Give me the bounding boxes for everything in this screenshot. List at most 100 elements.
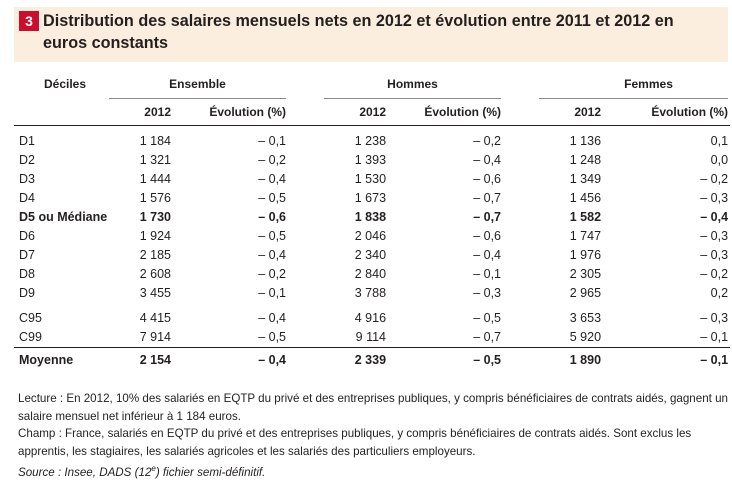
row-label: D1 <box>19 134 35 148</box>
col-header-2012: 2012 <box>574 105 602 119</box>
column-spacer <box>286 170 324 189</box>
column-spacer <box>728 328 730 348</box>
table-row: D2 1 321 – 0,2 1 393 – 0,4 1 248 0,0 <box>14 151 730 170</box>
table-cell: 1 576 <box>139 191 171 205</box>
table-cell: 2 965 <box>569 286 602 300</box>
column-spacer <box>501 208 539 227</box>
table-cell: 1 349 <box>569 172 602 186</box>
table-cell: 2 046 <box>354 229 387 243</box>
row-label: D5 ou Médiane <box>19 210 108 224</box>
table-cell: 2 340 <box>354 248 387 262</box>
column-spacer <box>501 284 539 303</box>
row-header-deciles: Déciles <box>44 77 87 91</box>
column-spacer <box>286 189 324 208</box>
table-cell: – 0,3 <box>700 311 729 325</box>
column-spacer <box>501 189 539 208</box>
table-cell: – 0,6 <box>473 172 502 186</box>
table-cell: 2 608 <box>139 267 171 281</box>
row-label: D4 <box>19 191 35 205</box>
row-label: D8 <box>19 267 35 281</box>
column-spacer <box>286 328 324 348</box>
table-cell: – 0,1 <box>601 347 729 372</box>
table-cell: – 0,4 <box>700 210 729 224</box>
table-cell: 1 321 <box>139 153 171 167</box>
table-cell: 1 184 <box>139 134 171 148</box>
table-cell: 1 248 <box>569 153 602 167</box>
salary-distribution-table: Déciles Ensemble Hommes Femmes 2012 Évol… <box>14 70 731 372</box>
table-cell: 0,0 <box>710 153 729 167</box>
column-spacer <box>286 151 324 170</box>
table-cell: – 0,2 <box>473 134 502 148</box>
table-cell: – 0,3 <box>700 229 729 243</box>
column-spacer <box>728 303 730 328</box>
table-cell: – 0,2 <box>700 172 729 186</box>
table-cell: 2 339 <box>324 347 387 372</box>
row-label: D7 <box>19 248 35 262</box>
table-cell: – 0,2 <box>258 153 287 167</box>
column-spacer <box>286 208 324 227</box>
table-row: D6 1 924 – 0,5 2 046 – 0,6 1 747 – 0,3 <box>14 227 730 246</box>
table-cell: 1 673 <box>354 191 387 205</box>
table-cell: – 0,7 <box>473 330 502 344</box>
column-spacer <box>728 126 730 152</box>
table-cell: – 0,5 <box>258 229 287 243</box>
row-label: C99 <box>19 330 42 344</box>
table-cell: – 0,3 <box>700 191 729 205</box>
table-row: D5 ou Médiane 1 730 – 0,6 1 838 – 0,7 1 582 – … <box>14 208 730 227</box>
table-cell: 1 924 <box>139 229 171 243</box>
note-champ: Champ : France, salariés en EQTP du priv… <box>18 427 692 458</box>
table-cell: – 0,4 <box>258 172 287 186</box>
column-spacer <box>728 227 730 246</box>
figure-number-badge: 3 <box>19 11 39 31</box>
col-header-2012: 2012 <box>359 105 387 119</box>
table-cell: – 0,5 <box>386 347 502 372</box>
table-cell: 2 305 <box>569 267 602 281</box>
column-spacer <box>501 227 539 246</box>
row-label: Moyenne <box>14 347 109 372</box>
column-spacer <box>501 246 539 265</box>
note-lecture: Lecture : En 2012, 10% des salariés en E… <box>18 392 728 423</box>
table-row: C95 4 415 – 0,4 4 916 – 0,5 3 653 – 0,3 <box>14 303 730 328</box>
table-cell: – 0,7 <box>473 191 502 205</box>
column-spacer <box>286 347 325 372</box>
row-label: D6 <box>19 229 35 243</box>
column-spacer <box>501 126 539 152</box>
column-spacer <box>286 126 324 152</box>
table-cell: 3 653 <box>569 311 602 325</box>
group-header-hommes: Hommes <box>324 70 502 99</box>
table-cell: – 0,2 <box>258 267 287 281</box>
column-spacer <box>501 151 539 170</box>
table-cell: 1 393 <box>354 153 387 167</box>
table-cell: 1 976 <box>569 248 602 262</box>
col-header-2012: 2012 <box>144 105 171 119</box>
col-header-evolution: Évolution (%) <box>424 105 502 119</box>
group-header-femmes: Femmes <box>539 70 729 99</box>
table-cell: – 0,5 <box>258 191 287 205</box>
table-cell: 1 890 <box>539 347 602 372</box>
column-spacer <box>501 170 539 189</box>
table-cell: – 0,6 <box>258 210 287 224</box>
table-cell: 1 238 <box>354 134 387 148</box>
sub-header-row: 2012 Évolution (%) 2012 Évolution (%) 20… <box>14 99 731 126</box>
column-spacer <box>286 265 324 284</box>
col-header-evolution: Évolution (%) <box>209 105 287 119</box>
column-spacer <box>286 246 324 265</box>
table-cell: – 0,3 <box>700 248 729 262</box>
column-spacer <box>286 303 324 328</box>
table-cell: 3 455 <box>139 286 171 300</box>
table-row: D3 1 444 – 0,4 1 530 – 0,6 1 349 – 0,2 <box>14 170 730 189</box>
table-notes: Lecture : En 2012, 10% des salariés en E… <box>18 390 730 481</box>
column-spacer <box>728 208 730 227</box>
table-row: D7 2 185 – 0,4 2 340 – 0,4 1 976 – 0,3 <box>14 246 730 265</box>
row-label: D9 <box>19 286 35 300</box>
note-source: Source : Insee, DADS (12e) fichier semi-… <box>18 464 266 479</box>
table-cell: – 0,5 <box>473 311 502 325</box>
table-cell: 2 840 <box>354 267 387 281</box>
table-cell: – 0,6 <box>473 229 502 243</box>
table-cell: 5 920 <box>569 330 602 344</box>
table-cell: – 0,4 <box>171 347 287 372</box>
table-cell: – 0,1 <box>258 134 287 148</box>
table-cell: 1 838 <box>354 210 387 224</box>
group-header-row: Déciles Ensemble Hommes Femmes <box>14 70 730 99</box>
table-cell: – 0,2 <box>700 267 729 281</box>
